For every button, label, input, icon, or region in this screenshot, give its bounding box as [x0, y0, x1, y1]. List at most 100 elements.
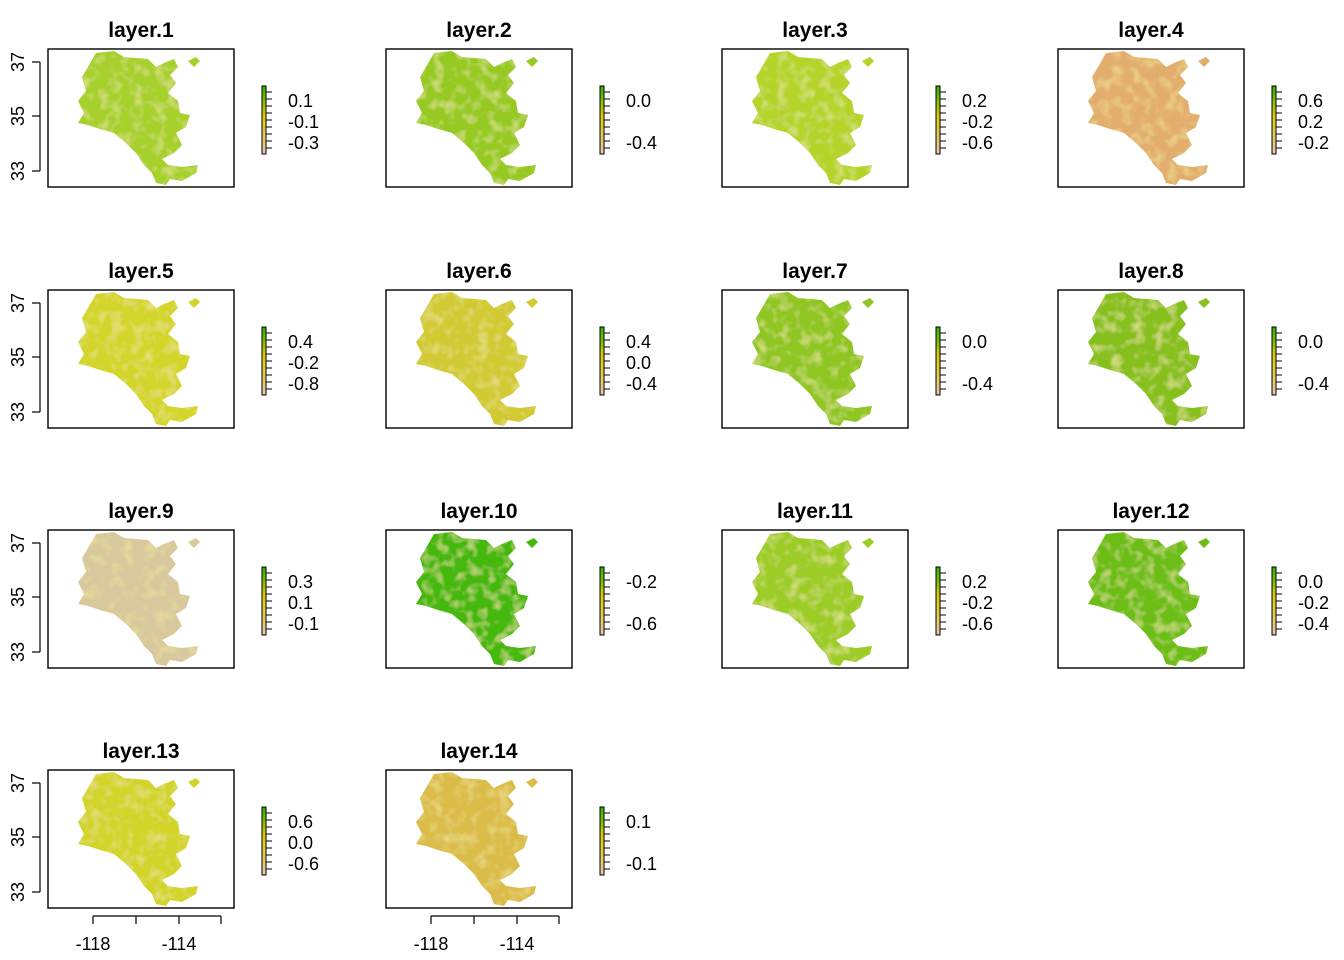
- map-panel: layer.4 0.60.2-0.2: [1057, 19, 1329, 188]
- x-tick-label: -114: [500, 934, 535, 954]
- y-tick-label: 33: [8, 882, 28, 902]
- legend-label: 0.1: [288, 91, 313, 111]
- legend-colorbar: [1271, 85, 1277, 155]
- legend-label: -0.6: [962, 133, 993, 153]
- plot-frame: [385, 289, 573, 429]
- legend-label: -0.4: [626, 374, 657, 394]
- raster-region: [752, 292, 874, 426]
- raster-region: [752, 532, 874, 666]
- legend-label: 0.2: [962, 91, 987, 111]
- legend-label: 0.0: [288, 833, 313, 853]
- legend-colorbar: [261, 326, 267, 396]
- legend-label: 0.2: [1298, 112, 1323, 132]
- raster-region: [78, 532, 200, 666]
- plot-frame: [47, 289, 235, 429]
- raster-region: [1088, 292, 1210, 426]
- legend-colorbar: [935, 85, 941, 155]
- y-tick-label: 35: [8, 827, 28, 847]
- panel-title: layer.11: [777, 500, 853, 523]
- map-panel: layer.9 33 35 37 0.30.1-0.1: [8, 500, 319, 669]
- legend-label: -0.6: [288, 854, 319, 874]
- legend-label: -0.2: [626, 572, 657, 592]
- panel-title: layer.6: [446, 260, 511, 283]
- panel-title: layer.4: [1118, 19, 1184, 42]
- legend-label: -0.8: [288, 374, 319, 394]
- legend-label: -0.1: [288, 112, 319, 132]
- raster-region: [416, 772, 538, 906]
- legend-label: 0.6: [1298, 91, 1323, 111]
- legend-label: -0.4: [962, 374, 993, 394]
- map-panel: layer.8 0.0 -0.4: [1057, 260, 1329, 429]
- x-tick-label: -118: [76, 934, 111, 954]
- legend-colorbar: [1271, 326, 1277, 396]
- legend-label: 0.2: [962, 572, 987, 592]
- legend-label: -0.4: [1298, 614, 1329, 634]
- plot-frame: [1057, 529, 1245, 669]
- y-tick-label: 35: [8, 587, 28, 607]
- legend-label: 0.0: [1298, 332, 1323, 352]
- panel-title: layer.13: [102, 740, 179, 763]
- legend-label: -0.1: [626, 854, 657, 874]
- plot-frame: [47, 769, 235, 909]
- map-panel: layer.2 0.0 -0.4: [385, 19, 657, 188]
- plot-frame: [385, 769, 573, 909]
- map-panel: layer.1 33 35 37 0.1-0.1-0.3: [8, 19, 319, 188]
- legend-colorbar: [599, 326, 605, 396]
- y-tick-label: 37: [8, 52, 28, 72]
- y-tick-label: 37: [8, 533, 28, 553]
- legend-label: -0.2: [962, 593, 993, 613]
- legend-label: 0.6: [288, 812, 313, 832]
- raster-region: [78, 51, 200, 185]
- plot-frame: [385, 529, 573, 669]
- legend-label: 0.0: [1298, 572, 1323, 592]
- plot-frame: [1057, 289, 1245, 429]
- map-panel: layer.14 -118 -114 0.1 -0.1: [385, 740, 657, 954]
- panel-title: layer.12: [1112, 500, 1189, 523]
- raster-region: [416, 51, 538, 185]
- legend-label: -0.1: [288, 614, 319, 634]
- legend-label: 0.0: [626, 353, 651, 373]
- panel-title: layer.9: [108, 500, 173, 523]
- legend-label: -0.6: [626, 614, 657, 634]
- legend-colorbar: [261, 566, 267, 636]
- legend-colorbar: [1271, 566, 1277, 636]
- plot-frame: [721, 48, 909, 188]
- legend-label: -0.2: [962, 112, 993, 132]
- panel-title: layer.2: [446, 19, 511, 42]
- map-panel: layer.12 0.0-0.2-0.4: [1057, 500, 1329, 669]
- map-panel: layer.5 33 35 37 0.4-0.2-0.8: [8, 260, 319, 429]
- map-panel: layer.10 -0.2 -0.6: [385, 500, 657, 669]
- legend-label: -0.6: [962, 614, 993, 634]
- map-panel: layer.13 33 35 37 -118 -114 0.60.0-0.6: [8, 740, 319, 954]
- map-panel: layer.6 0.40.0-0.4: [385, 260, 657, 429]
- plot-frame: [721, 529, 909, 669]
- legend-label: 0.3: [288, 572, 313, 592]
- y-tick-label: 35: [8, 106, 28, 126]
- legend-label: -0.2: [1298, 593, 1329, 613]
- legend-label: 0.0: [962, 332, 987, 352]
- panel-title: layer.5: [108, 260, 174, 283]
- raster-region: [78, 772, 200, 906]
- raster-region: [752, 51, 874, 185]
- legend-colorbar: [935, 326, 941, 396]
- raster-region: [416, 292, 538, 426]
- y-tick-label: 37: [8, 773, 28, 793]
- x-tick-label: -114: [162, 934, 197, 954]
- raster-region: [416, 532, 538, 666]
- legend-label: -0.2: [288, 353, 319, 373]
- legend-colorbar: [599, 806, 605, 876]
- legend-label: 0.4: [626, 332, 651, 352]
- legend-label: -0.4: [626, 133, 657, 153]
- legend-colorbar: [261, 806, 267, 876]
- plot-frame: [1057, 48, 1245, 188]
- legend-label: 0.1: [626, 812, 651, 832]
- plot-frame: [721, 289, 909, 429]
- legend-colorbar: [261, 85, 267, 155]
- raster-region: [1088, 51, 1210, 185]
- y-tick-label: 33: [8, 642, 28, 662]
- panel-title: layer.3: [782, 19, 847, 42]
- legend-label: -0.4: [1298, 374, 1329, 394]
- legend-label: 0.1: [288, 593, 313, 613]
- legend-label: 0.0: [626, 91, 651, 111]
